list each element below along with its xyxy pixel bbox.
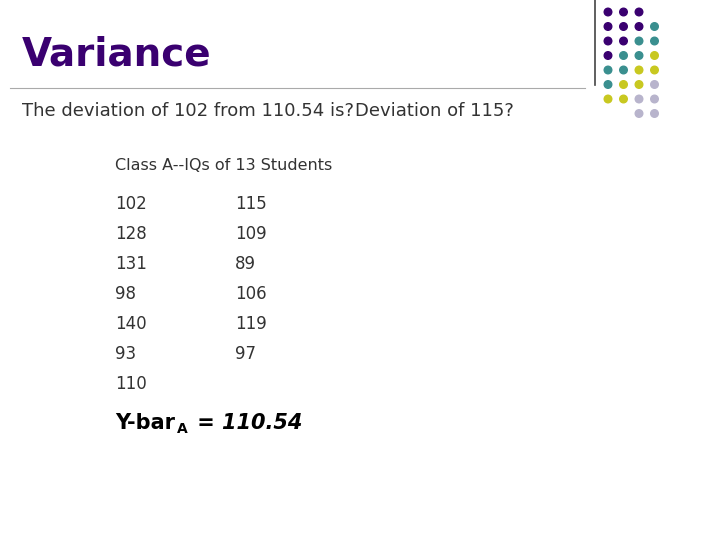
Text: 93: 93 — [115, 345, 136, 363]
Circle shape — [635, 95, 643, 103]
Circle shape — [620, 37, 627, 45]
Circle shape — [635, 110, 643, 117]
Circle shape — [604, 8, 612, 16]
Text: 140: 140 — [115, 315, 147, 333]
Circle shape — [635, 37, 643, 45]
Circle shape — [635, 80, 643, 89]
Text: Variance: Variance — [22, 35, 212, 73]
Circle shape — [620, 8, 627, 16]
Circle shape — [635, 66, 643, 74]
Circle shape — [651, 37, 658, 45]
Circle shape — [620, 66, 627, 74]
Circle shape — [620, 80, 627, 89]
Circle shape — [604, 52, 612, 59]
Text: 128: 128 — [115, 225, 147, 243]
Text: Y-bar: Y-bar — [115, 413, 175, 433]
Text: 109: 109 — [235, 225, 266, 243]
Text: = 110.54: = 110.54 — [190, 413, 302, 433]
Circle shape — [651, 110, 658, 117]
Text: 115: 115 — [235, 195, 266, 213]
Text: 106: 106 — [235, 285, 266, 303]
Circle shape — [620, 95, 627, 103]
Circle shape — [620, 23, 627, 30]
Circle shape — [651, 52, 658, 59]
Circle shape — [651, 66, 658, 74]
Text: 110: 110 — [115, 375, 147, 393]
Circle shape — [604, 66, 612, 74]
Circle shape — [651, 23, 658, 30]
Circle shape — [651, 95, 658, 103]
Text: 119: 119 — [235, 315, 266, 333]
Text: 131: 131 — [115, 255, 147, 273]
Circle shape — [604, 37, 612, 45]
Circle shape — [620, 52, 627, 59]
Circle shape — [635, 23, 643, 30]
Text: Class A--IQs of 13 Students: Class A--IQs of 13 Students — [115, 158, 332, 173]
Circle shape — [651, 80, 658, 89]
Text: Deviation of 115?: Deviation of 115? — [355, 102, 514, 120]
Text: The deviation of 102 from 110.54 is?: The deviation of 102 from 110.54 is? — [22, 102, 354, 120]
Text: 97: 97 — [235, 345, 256, 363]
Circle shape — [635, 8, 643, 16]
Circle shape — [604, 80, 612, 89]
Text: 102: 102 — [115, 195, 147, 213]
Circle shape — [635, 52, 643, 59]
Text: 98: 98 — [115, 285, 136, 303]
Text: A: A — [176, 422, 187, 436]
Circle shape — [604, 95, 612, 103]
Text: 89: 89 — [235, 255, 256, 273]
Circle shape — [604, 23, 612, 30]
